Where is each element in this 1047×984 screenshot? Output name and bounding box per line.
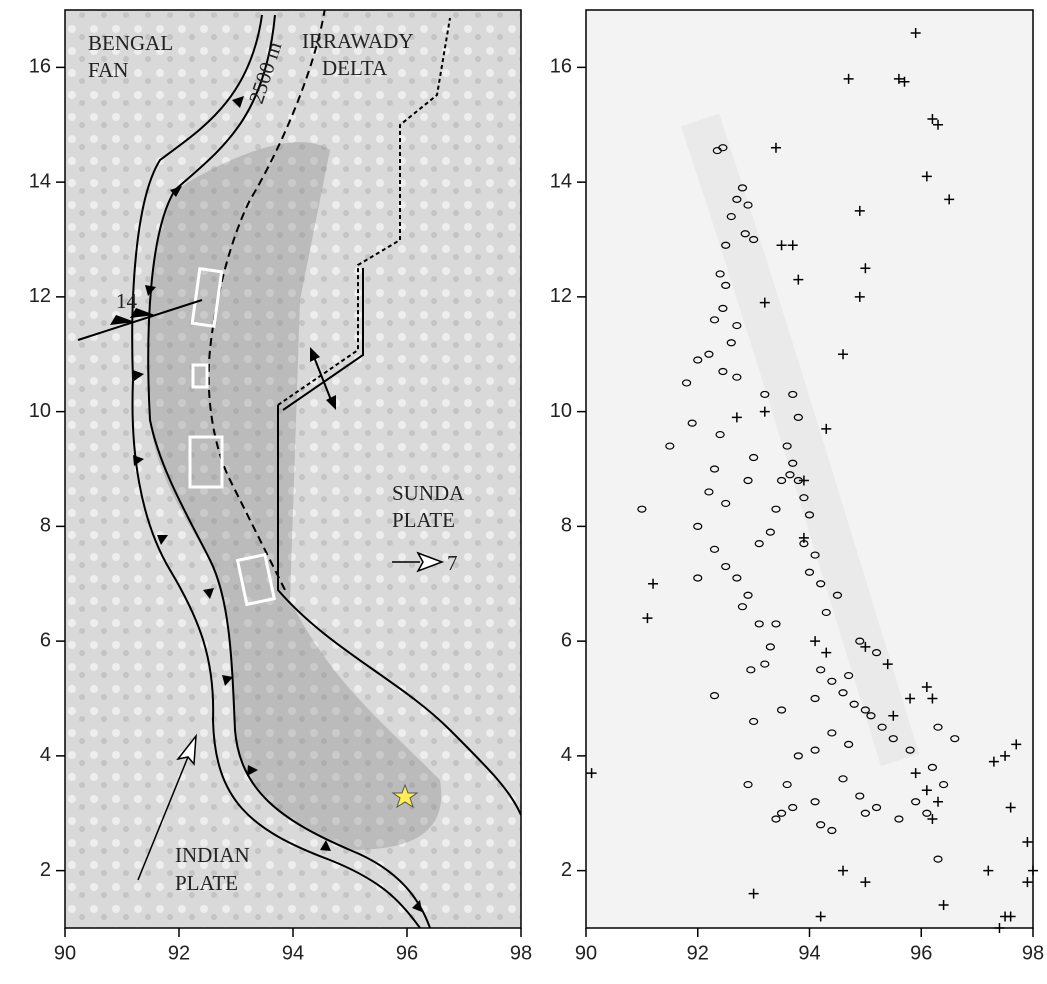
annotation: 7 bbox=[447, 551, 458, 575]
y-tick-label: 10 bbox=[29, 400, 51, 422]
y-tick-label: 14 bbox=[29, 170, 51, 192]
relief-map bbox=[65, 8, 521, 928]
x-tick-label: 96 bbox=[396, 942, 418, 964]
y-tick-label: 16 bbox=[29, 56, 51, 78]
x-tick-label: 90 bbox=[54, 942, 76, 964]
annotation: IRRAWADY bbox=[302, 29, 413, 53]
y-tick-label: 8 bbox=[40, 515, 51, 537]
x-tick-label: 90 bbox=[575, 942, 597, 964]
y-tick-label: 6 bbox=[561, 629, 572, 651]
x-tick-label: 94 bbox=[798, 942, 820, 964]
x-tick-label: 98 bbox=[1022, 942, 1044, 964]
figure: BENGAL FAN IRRAWADY DELTA 2500 m 14 SUND… bbox=[0, 0, 1047, 984]
y-tick-label: 2 bbox=[561, 859, 572, 881]
x-tick-label: 98 bbox=[510, 942, 532, 964]
y-tick-label: 14 bbox=[550, 170, 572, 192]
annotation: DELTA bbox=[322, 56, 388, 80]
annotation: BENGAL bbox=[88, 31, 173, 55]
y-tick-label: 8 bbox=[561, 515, 572, 537]
x-tick-label: 92 bbox=[168, 942, 190, 964]
annotation: INDIAN bbox=[175, 843, 250, 867]
y-tick-label: 4 bbox=[561, 744, 572, 766]
annotation: PLATE bbox=[392, 508, 455, 532]
annotation: FAN bbox=[88, 58, 128, 82]
y-tick-label: 6 bbox=[40, 629, 51, 651]
x-tick-label: 92 bbox=[687, 942, 709, 964]
x-tick-label: 94 bbox=[282, 942, 304, 964]
y-tick-label: 2 bbox=[40, 859, 51, 881]
y-tick-label: 4 bbox=[40, 744, 51, 766]
annotation: 14 bbox=[116, 289, 138, 313]
x-tick-label: 96 bbox=[910, 942, 932, 964]
annotation: SUNDA bbox=[392, 481, 465, 505]
y-tick-label: 12 bbox=[29, 285, 51, 307]
y-tick-label: 16 bbox=[550, 56, 572, 78]
y-tick-label: 10 bbox=[550, 400, 572, 422]
y-tick-label: 12 bbox=[550, 285, 572, 307]
annotation: PLATE bbox=[175, 871, 238, 895]
